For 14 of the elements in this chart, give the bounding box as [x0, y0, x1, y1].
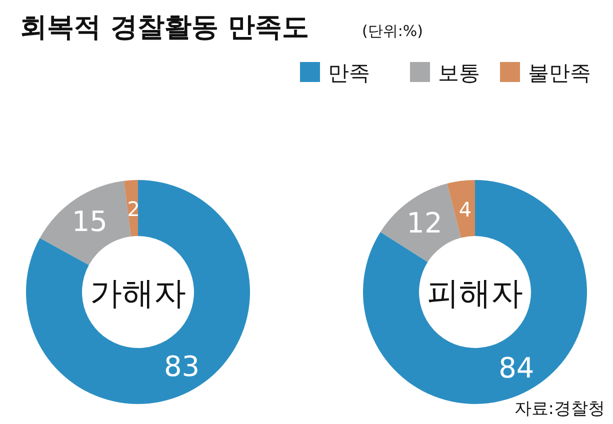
data-label: 15 — [72, 204, 108, 238]
data-label: 84 — [498, 351, 534, 384]
data-label: 4 — [458, 198, 472, 222]
header: (단위:%) — [362, 22, 424, 40]
text: 자료:경찰청 — [514, 399, 605, 419]
legend-label: 불만족 — [528, 61, 591, 85]
legend-label: 만족 — [328, 61, 370, 85]
text: 가해자 — [90, 274, 186, 312]
chart-title: 회복적 경찰활동 만족도 — [20, 12, 309, 43]
data-label: 2 — [127, 197, 140, 222]
legend-label: 보통 — [438, 61, 480, 85]
data-label: 12 — [406, 206, 442, 240]
text: 피해자 — [427, 274, 523, 312]
data-label: 83 — [164, 350, 200, 384]
